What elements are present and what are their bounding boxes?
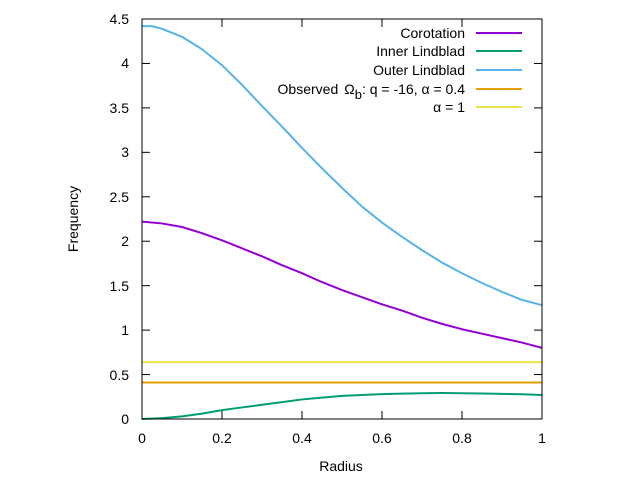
legend-omega-symbol: Ω — [344, 81, 354, 97]
legend-observed-prefix: Observed — [278, 81, 339, 97]
plot-frame — [141, 18, 543, 420]
series-lines — [141, 25, 543, 420]
legend-label-outer-lindblad: Outer Lindblad — [373, 62, 465, 78]
x-axis-title: Radius — [319, 458, 363, 474]
axis-ticks — [141, 18, 543, 420]
x-tick-label: 1 — [538, 430, 546, 446]
y-tick-label: 4.5 — [110, 11, 130, 27]
series-line-corotation — [141, 220, 543, 349]
legend-omega-subscript: b — [355, 87, 362, 102]
y-tick-label: 1 — [121, 322, 129, 338]
x-tick-label: 0.8 — [452, 430, 472, 446]
legend: Corotation Inner Lindblad Outer Lindblad… — [278, 25, 522, 115]
y-axis-title: Frequency — [65, 186, 81, 252]
legend-label-observed: Observed Ωb: q = -16, α = 0.4 — [278, 81, 466, 102]
x-tick-label: 0 — [138, 430, 146, 446]
x-tick-label: 0.2 — [212, 430, 232, 446]
legend-observed-suffix: : q = -16, α = 0.4 — [362, 81, 465, 97]
x-tick-label: 0.6 — [372, 430, 392, 446]
y-tick-label: 0 — [121, 411, 129, 427]
legend-label-alpha-1: α = 1 — [433, 99, 465, 115]
series-line-inner-lindblad — [141, 392, 543, 420]
y-tick-label: 2 — [121, 233, 129, 249]
x-tick-label: 0.4 — [292, 430, 312, 446]
series-line-outer-lindblad — [142, 25, 543, 307]
y-tick-label: 2.5 — [110, 189, 130, 205]
y-tick-label: 3 — [121, 144, 129, 160]
y-tick-label: 4 — [121, 55, 129, 71]
y-tick-label: 1.5 — [110, 278, 130, 294]
legend-label-inner-lindblad: Inner Lindblad — [376, 43, 465, 59]
legend-label-corotation: Corotation — [400, 25, 465, 41]
y-tick-label: 0.5 — [110, 367, 130, 383]
y-tick-label: 3.5 — [110, 100, 130, 116]
